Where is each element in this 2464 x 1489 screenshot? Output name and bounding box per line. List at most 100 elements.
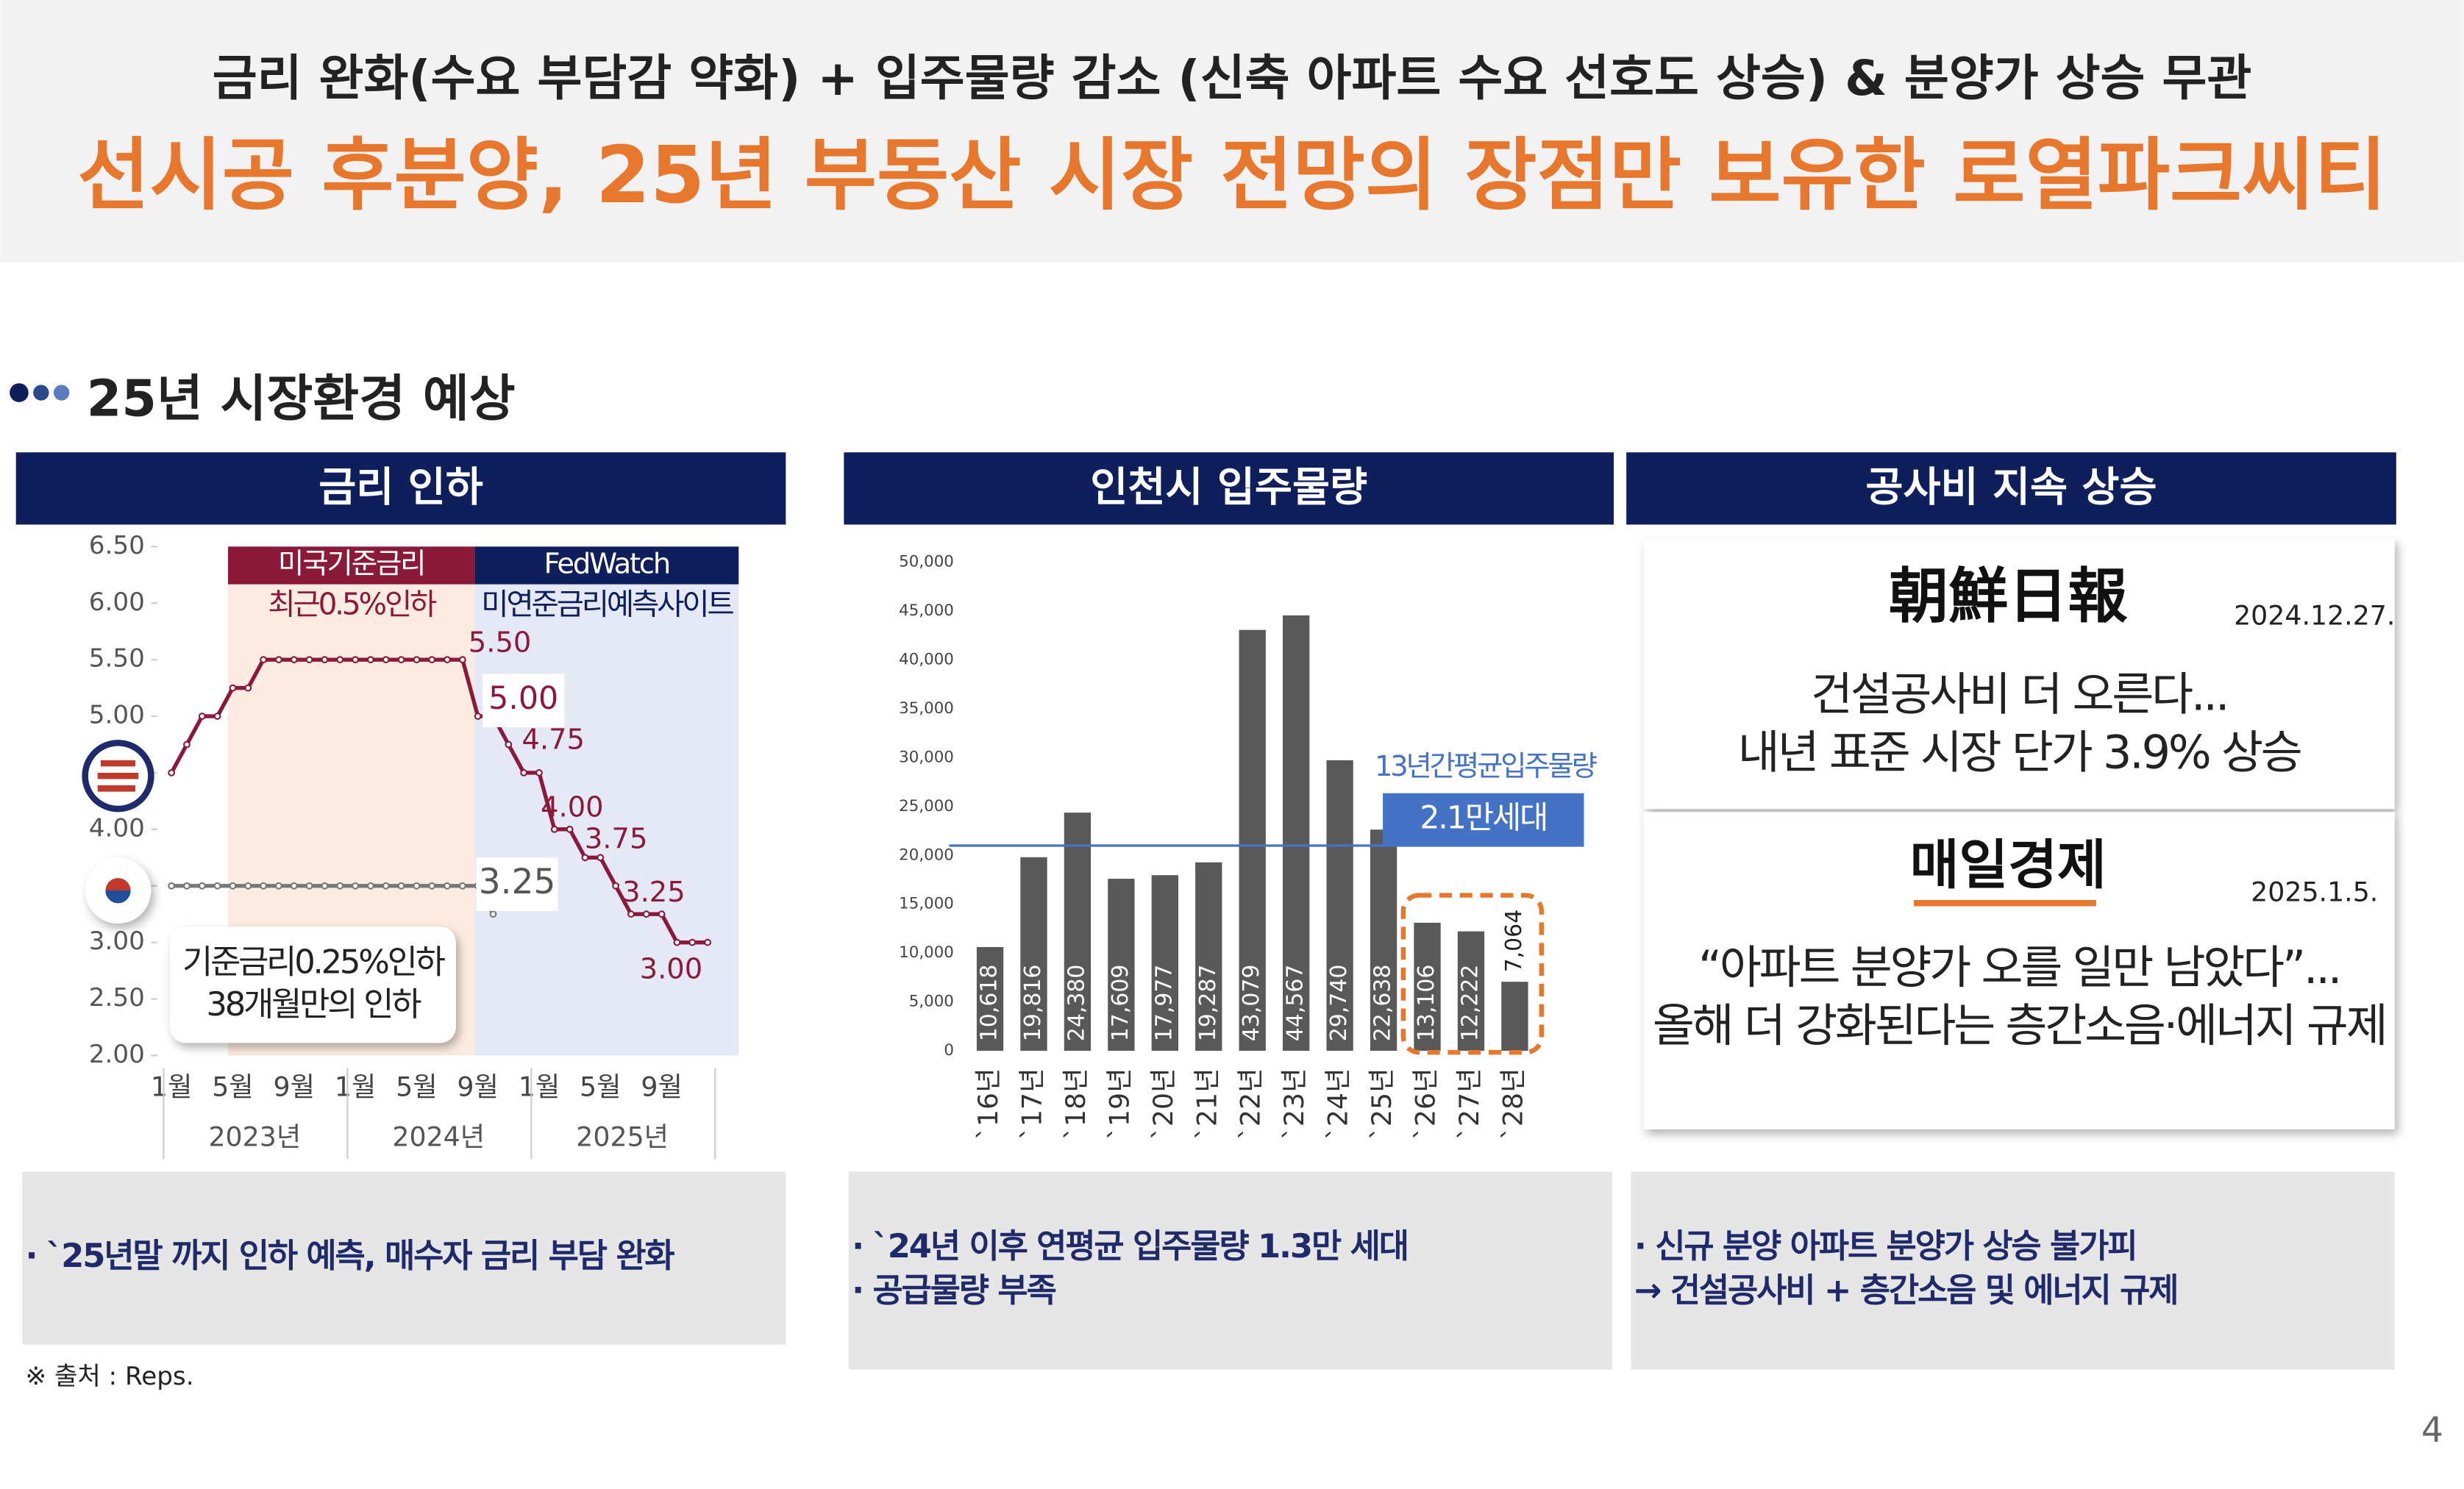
annotation: 5.50 — [469, 626, 532, 659]
series-dot — [612, 882, 620, 890]
value-label: 17,609 — [1108, 965, 1133, 1042]
x-tick-label: `16년 — [972, 1068, 1004, 1140]
note-text: · 공급물량 부족 — [852, 1271, 1055, 1310]
panel-heading: 공사비 지속 상승 — [1865, 464, 2157, 512]
series-dot — [244, 684, 252, 692]
news-date: 2024.12.27. — [2234, 599, 2395, 631]
value-label: 24,380 — [1064, 965, 1089, 1042]
series-dot — [244, 882, 252, 890]
series-dot — [413, 882, 421, 890]
series-dot — [382, 882, 390, 890]
value-label: 22,638 — [1370, 965, 1396, 1042]
x-tick-label: `25년 — [1366, 1068, 1397, 1140]
y-tick-label: 5.50 — [89, 644, 145, 674]
note-text: → 건설공사비 + 층간소음 및 에너지 규제 — [1634, 1271, 2178, 1310]
series-dot — [444, 656, 451, 664]
series-dot — [321, 882, 329, 890]
series-dot — [428, 656, 436, 664]
y-tick-label: 0 — [944, 1041, 954, 1060]
us-flag-stripes — [97, 760, 139, 792]
x-tick-label: 9월 — [274, 1071, 316, 1102]
y-tick-label: 20,000 — [899, 846, 954, 864]
region-label: 미국기준금리 — [278, 547, 424, 580]
news-underline — [1914, 899, 2096, 907]
series-dot — [275, 882, 282, 890]
group-label: 2025년 — [576, 1121, 669, 1153]
bar — [1370, 829, 1397, 1051]
series-dot — [290, 882, 298, 890]
note-text: · 신규 분양 아파트 분양가 상승 불가피 — [1634, 1226, 2137, 1265]
note-text: · `25년말 까지 인하 예측, 매수자 금리 부담 완화 — [25, 1236, 674, 1275]
x-tick-label: 5월 — [580, 1071, 622, 1102]
news-headline: 건설공사비 더 오른다... — [1811, 668, 2227, 721]
note-box — [1631, 1171, 2395, 1370]
x-tick-label: 1월 — [151, 1071, 192, 1102]
region-label: FedWatch — [544, 547, 670, 580]
series-dot — [489, 910, 497, 918]
news-source: 朝鮮日報 — [1889, 562, 2128, 632]
value-label: 7,064 — [1501, 910, 1527, 973]
annotation-box — [483, 674, 565, 728]
series-dot — [444, 882, 451, 890]
x-tick-label: 5월 — [396, 1071, 438, 1102]
value-label: 19,816 — [1020, 965, 1046, 1042]
series-dot — [627, 910, 635, 918]
annotation: 3.25 — [622, 876, 686, 909]
news-headline: 내년 표준 시장 단가 3.9% 상승 — [1738, 726, 2301, 779]
bar — [1020, 857, 1047, 1051]
series-dot — [566, 825, 574, 833]
series-dot — [704, 938, 711, 946]
y-tick-label: 30,000 — [899, 748, 954, 766]
series-dot — [168, 769, 176, 776]
region-sublabel: 미연준금리예측사이트 — [481, 587, 733, 622]
x-tick-label: 5월 — [212, 1071, 254, 1102]
x-tick-label: `28년 — [1497, 1068, 1528, 1140]
highlight-box — [1400, 893, 1545, 1055]
x-tick-label: `23년 — [1278, 1068, 1310, 1140]
note-box — [848, 1171, 1612, 1370]
source-note: ※ 출처 : Reps. — [25, 1362, 193, 1391]
series-dot — [366, 656, 374, 664]
annotation: 3.25 — [479, 862, 556, 902]
series-dot — [229, 684, 237, 692]
bullet-icon — [33, 385, 49, 401]
news-headline: 올해 더 강화된다는 층간소음·에너지 규제 — [1653, 999, 2386, 1052]
series-dot — [658, 910, 666, 918]
y-tick-label: 6.00 — [89, 588, 145, 617]
series-dot — [275, 656, 282, 664]
annotation-box — [476, 857, 558, 911]
y-tick-label: 4.00 — [89, 813, 145, 843]
value-label: 43,079 — [1239, 965, 1264, 1042]
subtitle: 금리 완화(수요 부담감 약화) + 입주물량 감소 (신축 아파트 수요 선호… — [213, 50, 2252, 107]
bar — [1457, 931, 1485, 1051]
bar — [1064, 813, 1092, 1051]
x-tick-label: 1월 — [519, 1071, 560, 1102]
panel-header — [844, 452, 1614, 525]
region-label-box — [474, 546, 739, 585]
series-dot — [229, 882, 237, 890]
series-dot — [305, 882, 313, 890]
y-tick-label: 3.00 — [89, 926, 145, 956]
x-tick-label: `27년 — [1453, 1068, 1485, 1140]
series-dot — [183, 882, 191, 890]
series-dot — [550, 825, 558, 833]
panel-heading: 금리 인하 — [318, 464, 483, 512]
callout-text: 기준금리0.25%인하 — [182, 943, 446, 982]
x-tick-label: `26년 — [1410, 1068, 1442, 1140]
bar — [1501, 982, 1528, 1051]
y-tick-label: 45,000 — [899, 601, 954, 620]
series-dot — [198, 713, 206, 720]
series-dot — [413, 656, 421, 664]
y-tick-label: 2.00 — [89, 1040, 145, 1069]
title: 선시공 후분양, 25년 부동산 시장 전망의 장점만 보유한 로열파크씨티 — [77, 130, 2386, 221]
series-dot — [290, 656, 298, 664]
bar — [1326, 760, 1353, 1051]
series-dot — [336, 656, 344, 664]
series-dot — [535, 769, 543, 776]
annotation: 5.00 — [488, 680, 558, 717]
value-label: 12,222 — [1457, 965, 1483, 1042]
header-band — [0, 0, 2464, 263]
series-dot — [458, 656, 466, 664]
y-tick-label: 6.50 — [89, 531, 145, 560]
